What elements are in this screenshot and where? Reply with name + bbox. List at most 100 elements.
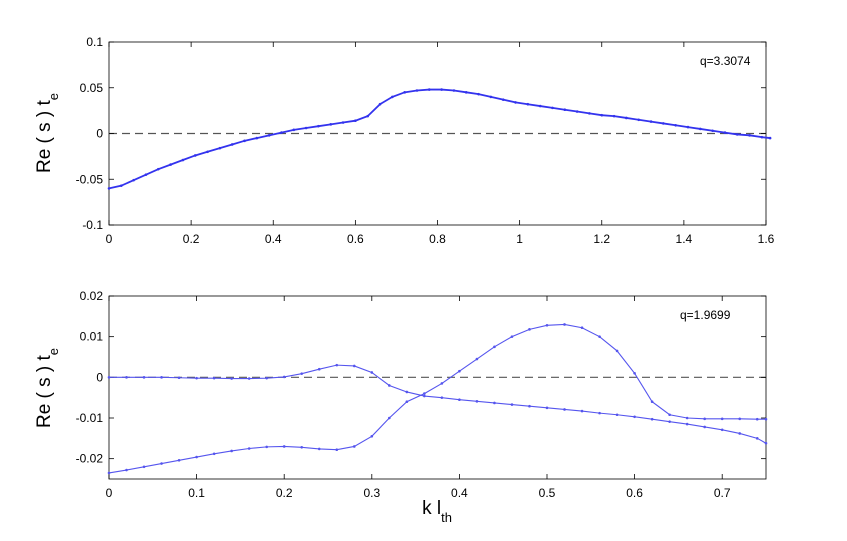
data-point (341, 121, 345, 124)
data-point (755, 437, 759, 440)
bottom-y-axis-label-main: Re ( s ) t (34, 354, 55, 428)
data-point (107, 376, 111, 379)
data-point (598, 411, 601, 415)
data-point (538, 104, 542, 108)
bottom-x-axis: 0 0.1 0.2 0.3 0.4 0.5 0.6 0.7 (106, 296, 731, 500)
data-point (206, 150, 209, 154)
x-tick-label: 0.3 (363, 486, 380, 500)
top-q-annotation: q=3.3074 (700, 54, 751, 68)
bottom-x-axis-label: k lth (422, 498, 452, 525)
data-point (403, 91, 406, 94)
data-point (493, 401, 496, 405)
top-y-axis-label: Re ( s ) te (34, 93, 61, 173)
data-point (280, 131, 283, 134)
data-point (132, 178, 135, 182)
data-point (686, 125, 690, 129)
data-point (212, 452, 216, 456)
data-point (720, 428, 724, 432)
x-tick-label: 0.7 (714, 486, 731, 500)
data-point (247, 377, 251, 380)
top-series-group (107, 88, 772, 190)
y-tick-label: -0.1 (82, 218, 103, 232)
data-point (768, 136, 772, 140)
data-point (699, 127, 702, 131)
top-chart-panel: 0 0.2 0.4 0.6 0.8 1 1.2 1.4 1.6 -0.1 -0.05 0 0.05 0.… (34, 35, 775, 246)
data-point (300, 372, 304, 375)
data-point (230, 449, 233, 453)
y-tick-label: -0.05 (76, 172, 104, 186)
data-point (637, 118, 641, 122)
data-point (317, 447, 321, 451)
bottom-series-group (107, 323, 768, 475)
data-point (545, 323, 549, 327)
top-y-axis: -0.1 -0.05 0 0.05 0.1 (76, 35, 766, 232)
x-tick-label: 1.4 (676, 232, 693, 246)
data-point (265, 445, 268, 449)
data-point (711, 129, 714, 133)
bottom-y-axis-label: Re ( s ) te (34, 348, 61, 428)
bottom-chart-panel: 0 0.1 0.2 0.3 0.4 0.5 0.6 0.7 -0.02 -0.01 0 0.01 0.… (34, 289, 768, 525)
data-point (458, 398, 461, 402)
y-tick-label: 0 (96, 127, 103, 141)
data-point (317, 124, 320, 128)
data-point (156, 167, 160, 171)
x-tick-label: 0.2 (276, 486, 293, 500)
data-point (230, 143, 234, 146)
data-point (160, 376, 163, 379)
data-point (674, 123, 677, 127)
data-point (247, 447, 251, 450)
data-point (545, 406, 549, 410)
data-point (720, 417, 724, 421)
data-point (703, 417, 706, 421)
data-point (580, 326, 584, 330)
data-point (405, 390, 409, 394)
x-tick-label: 1.2 (593, 232, 610, 246)
data-point (255, 136, 259, 140)
data-point (378, 102, 382, 106)
data-point (575, 110, 579, 113)
data-point (427, 88, 431, 91)
data-point (177, 458, 181, 462)
data-point (501, 98, 505, 101)
x-tick-label: 0.4 (451, 486, 468, 500)
data-point (193, 154, 197, 157)
data-point (354, 119, 357, 122)
data-point (181, 158, 185, 162)
data-point (633, 371, 636, 375)
top-y-axis-label-main: Re ( s ) t (34, 99, 55, 173)
data-point (723, 131, 727, 134)
data-point (212, 376, 216, 380)
top-x-axis: 0 0.2 0.4 0.6 0.8 1 1.2 1.4 1.6 (106, 42, 775, 246)
data-point (668, 413, 671, 417)
x-tick-label: 0.1 (188, 486, 205, 500)
data-point (423, 394, 426, 398)
data-point (195, 455, 198, 459)
data-point (650, 417, 654, 421)
data-point (160, 462, 163, 465)
data-point (764, 441, 768, 445)
bottom-x-axis-label-main: k l (422, 498, 441, 519)
data-point (265, 376, 268, 380)
data-point (760, 135, 764, 139)
data-point (366, 114, 369, 118)
data-point (329, 123, 333, 126)
data-point (563, 408, 566, 411)
data-point (615, 413, 619, 417)
x-tick-label: 0.2 (183, 232, 200, 246)
data-point (493, 345, 496, 349)
data-point (489, 95, 493, 99)
data-point (107, 187, 111, 190)
x-tick-label: 0.8 (429, 232, 446, 246)
data-point (440, 396, 444, 399)
data-point (662, 122, 665, 125)
data-point (352, 445, 356, 448)
data-point (477, 92, 480, 96)
data-point (633, 415, 636, 419)
y-tick-label: -0.01 (76, 411, 104, 425)
data-point (563, 108, 567, 112)
bottom-y-axis: -0.02 -0.01 0 0.01 0.02 (76, 289, 766, 466)
data-point (282, 375, 286, 379)
bottom-y-axis-label-subscript: e (46, 348, 61, 355)
x-tick-label: 0.6 (347, 232, 364, 246)
data-point (230, 377, 233, 380)
